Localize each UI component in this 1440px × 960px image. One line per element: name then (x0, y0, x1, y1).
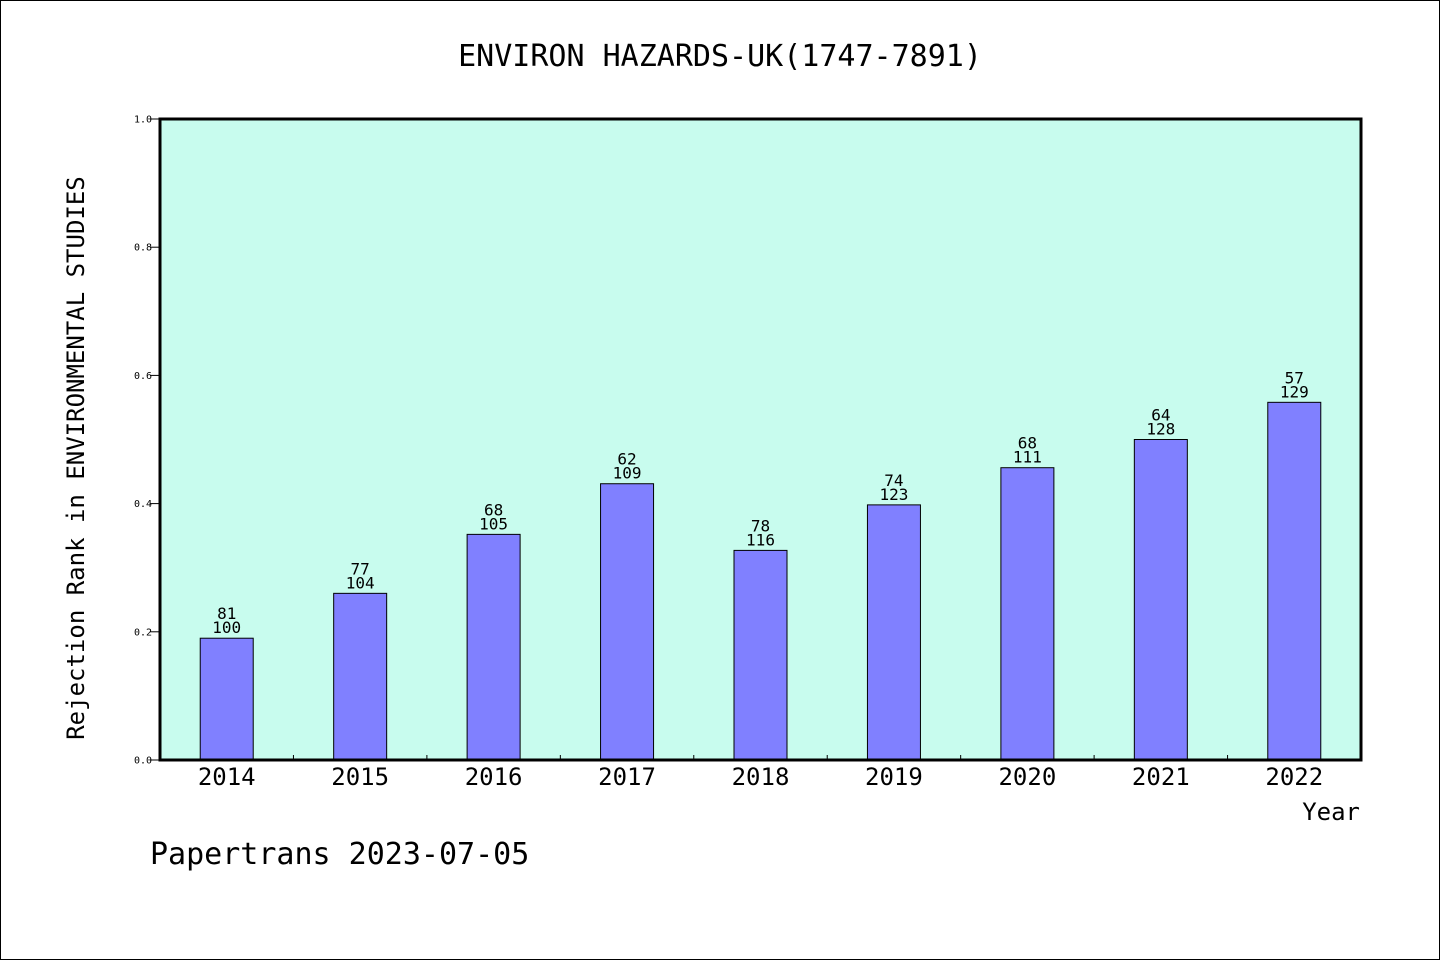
chart-title: ENVIRON HAZARDS-UK(1747-7891) (458, 39, 982, 74)
bar-label-top-2014: 81 (217, 604, 236, 623)
bar-2018 (733, 549, 788, 761)
bar-label-top-2020: 68 (1018, 434, 1037, 453)
bar-label-bottom-2022: 129 (1280, 382, 1309, 401)
bar-label-top-2021: 64 (1151, 406, 1170, 425)
x-tick-label-2020: 2020 (998, 763, 1056, 791)
y-axis-label: Rejection Rank in ENVIRONMENTAL STUDIES (62, 176, 90, 740)
y-tick-label-0.2: 0.2 (134, 627, 152, 638)
y-tick-label-0.4: 0.4 (134, 499, 152, 510)
y-tick-label-0.6: 0.6 (134, 371, 152, 382)
bar-label-bottom-2019: 123 (879, 485, 908, 504)
x-tick-label-2017: 2017 (598, 763, 656, 791)
y-tick-label-0.8: 0.8 (134, 243, 152, 254)
bar-label-bottom-2021: 128 (1146, 420, 1175, 439)
x-tick-label-2015: 2015 (331, 763, 389, 791)
bar-2014 (199, 637, 254, 761)
bar-label-bottom-2016: 105 (479, 514, 508, 533)
bar-label-top-2019: 74 (884, 471, 903, 490)
bar-label-top-2017: 62 (617, 450, 636, 469)
bar-label-bottom-2015: 104 (346, 573, 375, 592)
bar-label-top-2022: 57 (1285, 368, 1304, 387)
x-axis-label: Year (1302, 798, 1360, 826)
bar-label-top-2016: 68 (484, 500, 503, 519)
bar-2020 (1000, 467, 1055, 761)
bar-label-top-2015: 77 (351, 559, 370, 578)
x-axis: 2014 2015 2016 2017 2018 2019 2020 2021 2022 (198, 755, 1323, 791)
footer-text: Papertrans 2023-07-05 (150, 837, 529, 872)
y-tick-label-0.0: 0.0 (134, 756, 152, 767)
x-tick-label-2014: 2014 (198, 763, 256, 791)
bar-2019 (866, 504, 921, 761)
x-tick-label-2021: 2021 (1132, 763, 1190, 791)
bar-2022 (1267, 401, 1322, 761)
y-axis: 0.0 0.2 0.4 0.6 0.8 1.0 (134, 115, 160, 767)
bar-label-top-2018: 78 (751, 516, 770, 535)
y-tick-label-1.0: 1.0 (134, 115, 152, 126)
bar-2021 (1133, 439, 1188, 761)
bar-label-bottom-2014: 100 (212, 618, 241, 637)
x-tick-label-2022: 2022 (1265, 763, 1323, 791)
x-tick-label-2016: 2016 (465, 763, 523, 791)
bar-label-bottom-2018: 116 (746, 530, 775, 549)
bars-group: 8110077104681056210978116741236811164128… (199, 368, 1322, 761)
x-tick-label-2019: 2019 (865, 763, 923, 791)
bar-2017 (600, 483, 655, 761)
plot-border (158, 117, 1363, 762)
bar-2015 (333, 592, 388, 761)
bar-label-bottom-2020: 111 (1013, 448, 1042, 467)
bar-2016 (466, 533, 521, 761)
bar-label-bottom-2017: 109 (613, 464, 642, 483)
x-tick-label-2018: 2018 (732, 763, 790, 791)
